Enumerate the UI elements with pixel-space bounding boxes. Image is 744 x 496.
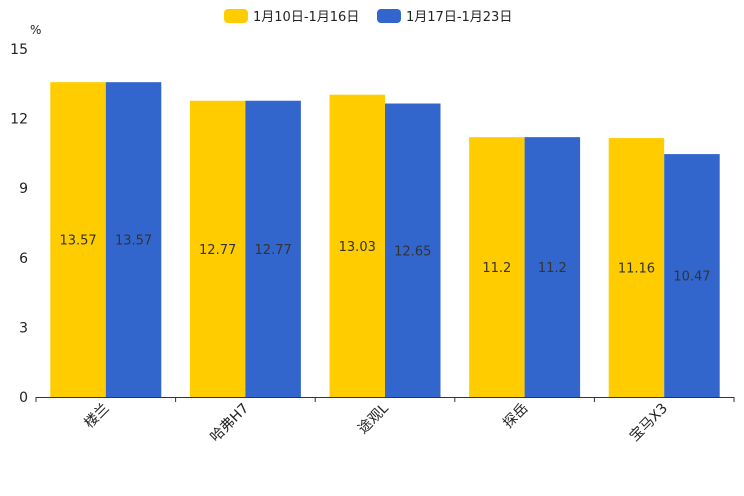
data-label: 11.2 [482,261,511,276]
data-label: 13.57 [59,234,96,249]
x-tick-label: 宝马X3 [627,401,671,445]
data-label: 11.2 [538,261,567,276]
bar [189,100,246,398]
bar [469,137,525,397]
legend: 1月10日-1月16日 1月17日-1月23日 [224,9,512,25]
y-tick-label: 6 [19,251,28,267]
bar [385,103,441,398]
y-axis: 0 3 6 9 12 15 [10,42,28,406]
y-tick-label: 12 [10,112,28,128]
data-labels: 13.57 13.57 12.77 12.77 13.03 12.65 11.2 11.2 11… [59,234,710,285]
bar [608,138,665,397]
y-tick-label: 9 [19,181,28,197]
bar [664,154,720,397]
bar [50,82,106,398]
x-tick-label: 途观L [354,400,391,437]
bar [245,100,301,398]
bar [329,94,385,397]
bar [524,137,581,397]
y-tick-label: 0 [19,390,28,406]
bars [50,82,720,398]
legend-swatch [224,9,248,23]
data-label: 12.65 [394,244,431,259]
bar [105,82,162,398]
y-tick-label: 15 [10,42,28,58]
data-label: 12.77 [199,243,236,258]
legend-swatch [377,9,401,23]
legend-label: 1月10日-1月16日 [253,10,359,25]
x-tick-label: 楼兰 [82,401,113,432]
data-label: 12.77 [255,243,292,258]
data-label: 10.47 [673,270,710,285]
x-axis: 楼兰 哈弗H7 途观L 探岳 宝马X3 [35,397,735,446]
data-label: 13.57 [115,234,152,249]
x-tick-label: 探岳 [500,401,531,432]
data-label: 11.16 [618,262,655,277]
data-label: 13.03 [339,240,376,255]
legend-label: 1月17日-1月23日 [406,10,512,25]
x-tick-label: 哈弗H7 [207,401,252,446]
y-tick-label: 3 [19,320,28,336]
y-axis-unit-label: % [30,23,41,37]
